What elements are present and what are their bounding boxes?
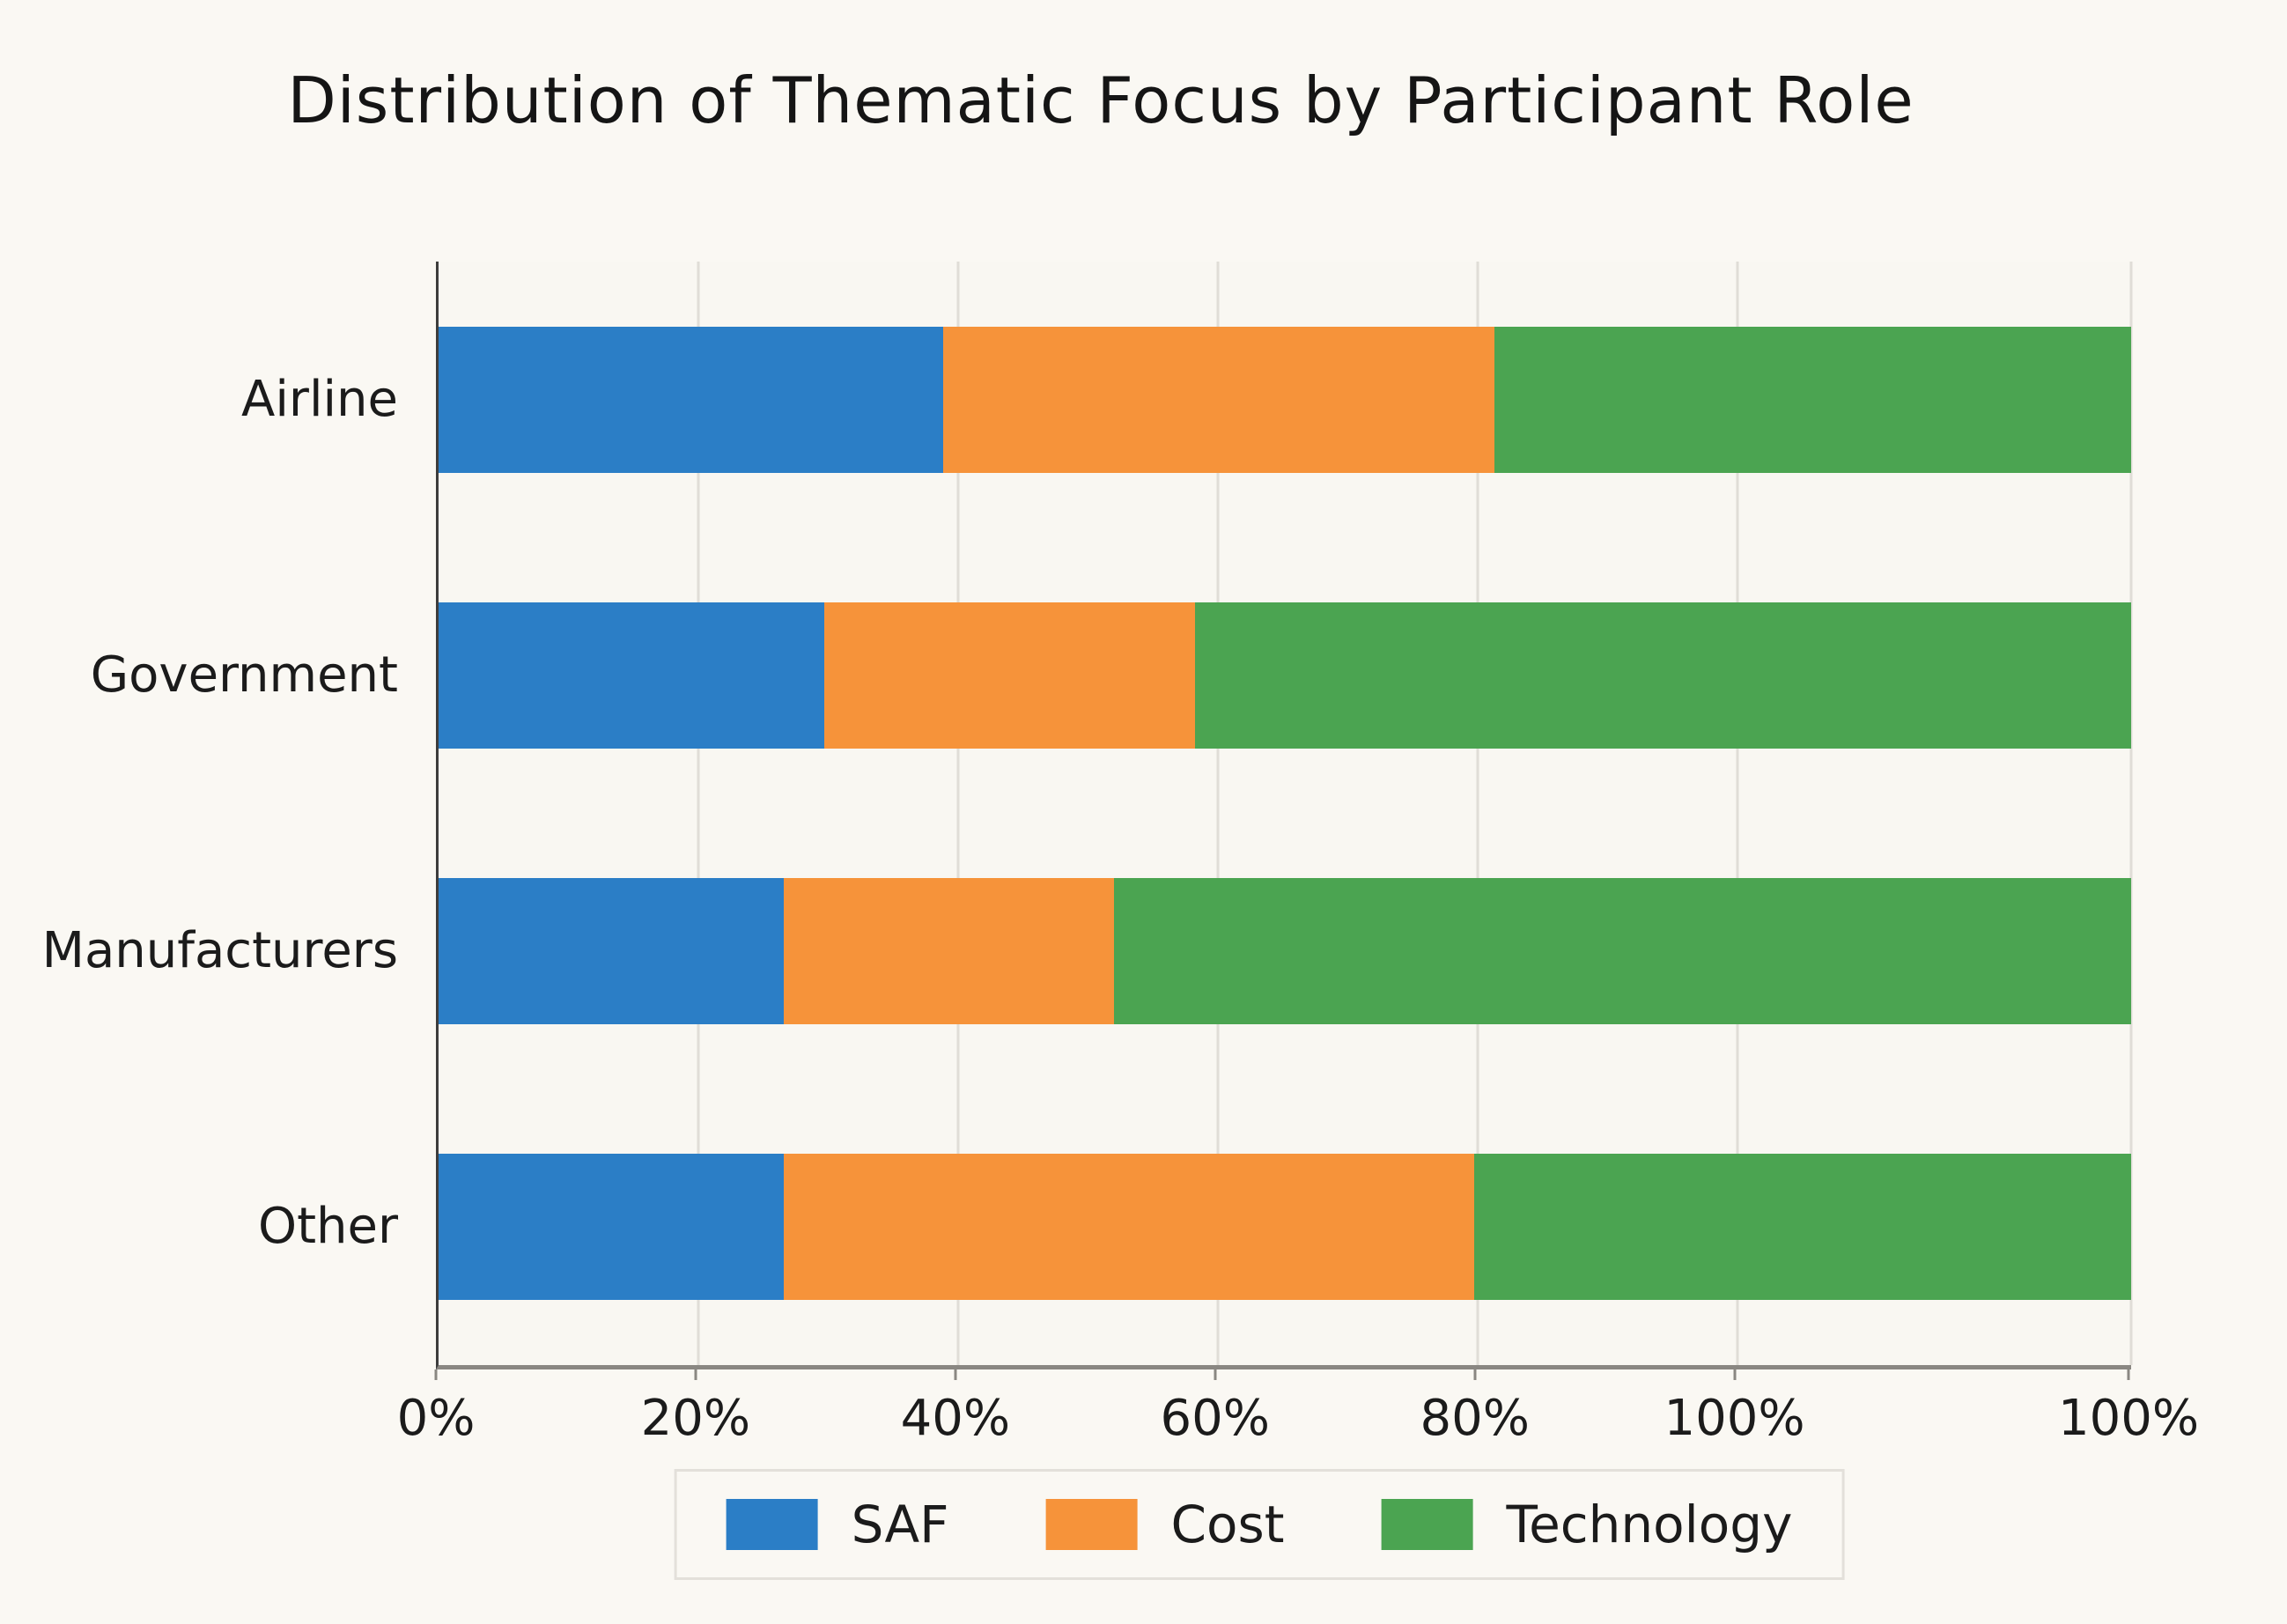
y-tick-label-government: Government xyxy=(90,646,398,704)
x-tick-mark xyxy=(434,1369,438,1380)
stacked-bar-manufacturers xyxy=(439,878,2131,1024)
bar-segment-technology-manufacturers xyxy=(1113,878,2131,1024)
x-tick-mark xyxy=(694,1369,697,1380)
bar-row-airline xyxy=(439,262,2131,537)
y-tick-label-manufacturers: Manufacturers xyxy=(41,922,398,980)
legend-item-saf: SAF xyxy=(726,1495,949,1554)
bar-row-other xyxy=(439,1089,2131,1365)
chart-title: Distribution of Thematic Focus by Partic… xyxy=(287,63,1914,137)
legend: SAF Cost Technology xyxy=(674,1469,1845,1580)
gridline xyxy=(2129,262,2133,1365)
bar-segment-technology-airline xyxy=(1494,326,2131,473)
gridline xyxy=(1476,262,1479,1365)
bar-row-government xyxy=(439,537,2131,813)
bar-segment-technology-government xyxy=(1195,602,2131,749)
x-tick-mark xyxy=(954,1369,957,1380)
bar-segment-saf-government xyxy=(439,602,825,749)
bar-segment-cost-manufacturers xyxy=(784,878,1114,1024)
legend-swatch-technology xyxy=(1381,1499,1473,1550)
x-tick-label: 80% xyxy=(1420,1390,1530,1447)
x-tick-mark xyxy=(1214,1369,1217,1380)
bar-segment-cost-government xyxy=(824,602,1196,749)
legend-label-saf: SAF xyxy=(851,1495,949,1554)
stacked-bar-airline xyxy=(439,326,2131,473)
gridline xyxy=(1736,262,1739,1365)
x-tick-label: 100% xyxy=(1664,1390,1805,1447)
x-tick-label: 0% xyxy=(396,1390,476,1447)
legend-label-cost: Cost xyxy=(1170,1495,1285,1554)
legend-swatch-saf xyxy=(726,1499,818,1550)
legend-item-technology: Technology xyxy=(1381,1495,1793,1554)
bar-segment-technology-other xyxy=(1474,1154,2131,1301)
gridline xyxy=(697,262,700,1365)
bar-segment-saf-manufacturers xyxy=(439,878,785,1024)
x-tick-label: 20% xyxy=(640,1390,751,1447)
x-tick-mark xyxy=(2127,1369,2130,1380)
x-tick-label: 60% xyxy=(1160,1390,1270,1447)
gridline xyxy=(956,262,960,1365)
y-tick-label-other: Other xyxy=(257,1198,398,1256)
stacked-bar-government xyxy=(439,602,2131,749)
x-tick-label: 40% xyxy=(900,1390,1011,1447)
x-tick-mark xyxy=(1473,1369,1477,1380)
y-tick-label-airline: Airline xyxy=(241,370,398,428)
bar-row-manufacturers xyxy=(439,814,2131,1089)
gridline xyxy=(1216,262,1220,1365)
x-tick-label: 100% xyxy=(2057,1390,2200,1447)
legend-swatch-cost xyxy=(1045,1499,1138,1550)
legend-item-cost: Cost xyxy=(1045,1495,1285,1554)
bar-segment-cost-other xyxy=(784,1154,1475,1301)
bar-segment-cost-airline xyxy=(942,326,1495,473)
bar-segment-saf-other xyxy=(439,1154,785,1301)
x-tick-mark xyxy=(1733,1369,1737,1380)
bar-segment-saf-airline xyxy=(439,326,943,473)
stacked-bar-other xyxy=(439,1154,2131,1301)
legend-label-technology: Technology xyxy=(1506,1495,1793,1554)
plot-area xyxy=(436,262,2133,1369)
